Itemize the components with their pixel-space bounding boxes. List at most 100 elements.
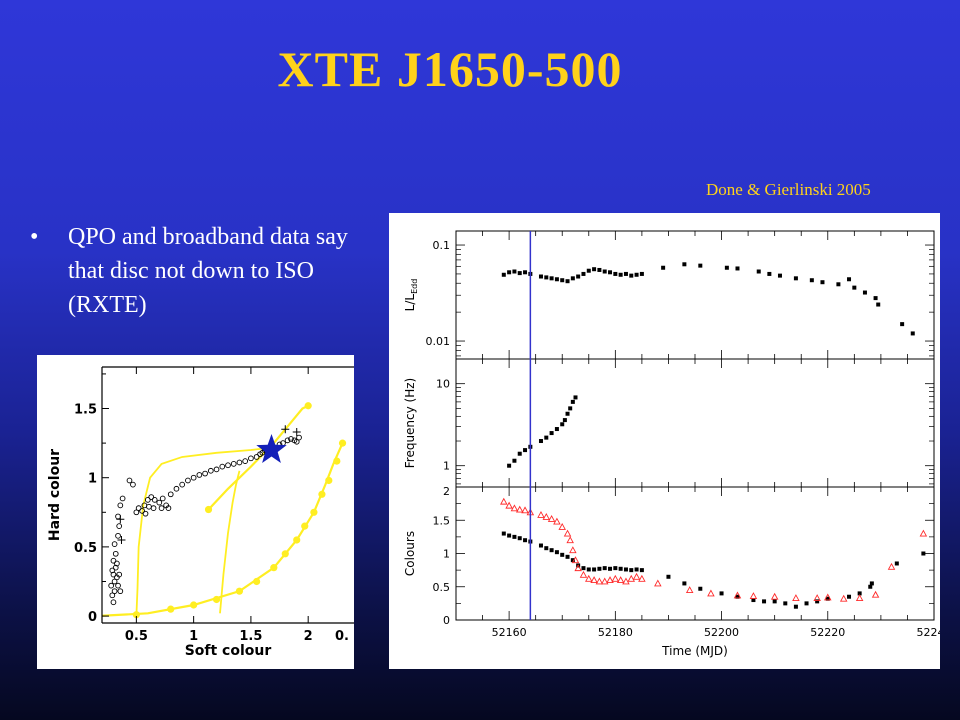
data-point-luminosity xyxy=(634,272,639,277)
data-point-luminosity xyxy=(862,290,867,295)
open-circle-point xyxy=(111,578,118,585)
cross-point xyxy=(116,515,125,524)
x-tick-label: 2 xyxy=(304,629,313,644)
data-point-frequency xyxy=(523,448,528,453)
yellow-dot xyxy=(293,536,301,544)
data-point-frequency xyxy=(565,411,570,416)
data-point-colours xyxy=(597,566,602,571)
data-point-luminosity xyxy=(724,265,729,270)
y-tick-label: 0 xyxy=(443,614,450,627)
data-point-luminosity xyxy=(735,266,740,271)
data-point-frequency xyxy=(507,463,512,468)
y-tick-label: 1 xyxy=(443,460,450,473)
y-tick-label: 1.5 xyxy=(74,403,97,418)
open-circle-point xyxy=(159,495,166,502)
cross-point xyxy=(281,425,290,434)
y-axis-label-colours: Colours xyxy=(403,531,417,576)
open-circle-point xyxy=(207,467,214,474)
y-tick-label: 1.5 xyxy=(433,514,451,527)
red-triangle-point xyxy=(839,594,848,602)
y-tick-label: 0.5 xyxy=(74,541,97,556)
open-circle-point xyxy=(165,505,172,511)
red-triangle-point xyxy=(638,574,646,582)
data-point-luminosity xyxy=(618,272,623,277)
open-circle-point xyxy=(115,532,121,539)
red-triangle-point xyxy=(611,574,620,582)
data-point-luminosity xyxy=(592,267,597,272)
data-point-luminosity xyxy=(507,270,512,275)
red-triangle-point xyxy=(574,564,582,572)
yellow-dot xyxy=(304,402,312,410)
open-circle-point xyxy=(117,588,124,595)
data-point-colours xyxy=(570,558,575,563)
panel-frame-luminosity xyxy=(455,230,935,360)
data-point-luminosity xyxy=(900,322,905,327)
data-point-luminosity xyxy=(623,271,628,276)
data-point-frequency xyxy=(562,418,567,423)
x-tick-label: 52160 xyxy=(492,626,527,639)
data-point-frequency xyxy=(538,439,543,444)
data-point-luminosity xyxy=(661,265,666,270)
open-circle-point xyxy=(146,503,152,510)
open-circle-point xyxy=(253,454,260,460)
yellow-track-0 xyxy=(135,446,274,617)
open-circle-point xyxy=(139,508,145,514)
red-triangle-point xyxy=(521,506,529,514)
data-point-luminosity xyxy=(698,263,703,268)
data-point-frequency xyxy=(517,451,522,456)
data-point-colours xyxy=(549,548,554,553)
yellow-dotted-line-1 xyxy=(207,404,309,511)
open-circle-point xyxy=(148,494,155,500)
y-tick-label: 10 xyxy=(436,378,450,391)
data-point-luminosity xyxy=(876,302,881,307)
data-point-luminosity xyxy=(767,271,772,276)
open-circle-point xyxy=(293,438,300,445)
data-point-frequency xyxy=(554,427,559,432)
open-circle-point xyxy=(126,477,133,484)
yellow-dot xyxy=(333,457,341,465)
red-triangle-point xyxy=(824,593,832,601)
data-point-colours xyxy=(825,596,830,601)
open-circle-point xyxy=(288,436,294,442)
x-tick-label: 52240 xyxy=(917,626,941,639)
red-triangle-point xyxy=(770,592,779,600)
red-triangle-point xyxy=(813,594,821,602)
open-circle-point xyxy=(167,491,174,498)
yellow-dot xyxy=(301,522,309,530)
red-triangle-point xyxy=(563,529,572,537)
data-point-frequency xyxy=(570,399,575,404)
data-point-colours xyxy=(507,533,512,538)
data-point-colours xyxy=(544,546,549,551)
yellow-dot xyxy=(235,587,244,595)
panel-frame-frequency xyxy=(455,358,935,488)
x-tick-label: 52220 xyxy=(810,626,845,639)
data-point-colours xyxy=(751,598,756,603)
x-tick-label: 1.5 xyxy=(239,629,262,644)
bullet-text: QPO and broadband data say that disc not… xyxy=(68,224,348,318)
yellow-dot xyxy=(167,605,175,613)
x-tick-label: 52200 xyxy=(704,626,739,639)
red-triangle-point xyxy=(632,572,641,580)
data-point-colours xyxy=(815,599,820,604)
x-tick-label-cut: 0. xyxy=(335,629,349,644)
slide-title: XTE J1650-500 xyxy=(277,41,623,97)
open-circle-point xyxy=(158,505,165,511)
data-point-colours xyxy=(804,601,809,606)
yellow-dot xyxy=(310,508,318,516)
y-axis-label: Hard colour xyxy=(47,449,63,541)
data-point-luminosity xyxy=(570,276,575,281)
data-point-colours xyxy=(608,566,613,571)
data-point-luminosity xyxy=(682,262,687,267)
data-point-luminosity xyxy=(538,274,543,279)
open-circle-point xyxy=(156,499,163,506)
open-circle-point xyxy=(242,458,249,464)
data-point-luminosity xyxy=(910,331,915,336)
open-circle-point xyxy=(225,462,231,469)
x-axis-label: Soft colour xyxy=(185,643,272,659)
open-circle-point xyxy=(284,437,291,444)
bullet-marker: • xyxy=(30,224,39,250)
red-triangle-point xyxy=(707,589,715,597)
data-point-colours xyxy=(793,604,798,609)
open-circle-point xyxy=(109,567,116,574)
cross-point xyxy=(292,428,301,437)
